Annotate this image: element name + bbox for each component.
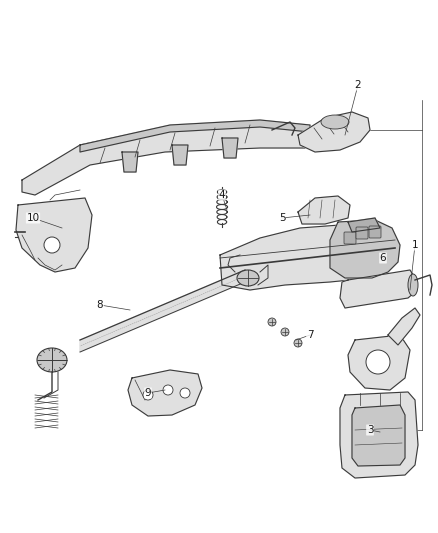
Ellipse shape (408, 274, 418, 296)
Polygon shape (348, 218, 380, 232)
Polygon shape (128, 370, 202, 416)
Text: 5: 5 (279, 213, 285, 223)
Polygon shape (122, 152, 138, 172)
Polygon shape (16, 198, 92, 272)
Circle shape (294, 339, 302, 347)
Polygon shape (388, 308, 420, 345)
Polygon shape (298, 196, 350, 224)
FancyBboxPatch shape (344, 232, 356, 244)
Text: 10: 10 (26, 213, 39, 223)
Text: 9: 9 (145, 388, 151, 398)
Polygon shape (22, 125, 310, 195)
Polygon shape (298, 112, 370, 152)
Circle shape (180, 388, 190, 398)
Text: 2: 2 (355, 80, 361, 90)
Circle shape (143, 390, 153, 400)
Text: 3: 3 (367, 425, 373, 435)
Polygon shape (80, 270, 245, 352)
Circle shape (44, 237, 60, 253)
Polygon shape (80, 120, 310, 152)
Circle shape (163, 385, 173, 395)
Text: 1: 1 (412, 240, 418, 250)
Text: 8: 8 (97, 300, 103, 310)
Ellipse shape (321, 115, 349, 129)
Circle shape (268, 318, 276, 326)
Ellipse shape (237, 270, 259, 286)
FancyBboxPatch shape (369, 226, 381, 238)
Polygon shape (340, 392, 418, 478)
Circle shape (366, 350, 390, 374)
Polygon shape (172, 145, 188, 165)
Polygon shape (340, 270, 415, 308)
Polygon shape (330, 220, 400, 278)
Text: 4: 4 (219, 190, 225, 200)
Text: 6: 6 (380, 253, 386, 263)
Circle shape (281, 328, 289, 336)
Polygon shape (222, 138, 238, 158)
Text: 7: 7 (307, 330, 313, 340)
FancyBboxPatch shape (356, 227, 368, 239)
Ellipse shape (37, 348, 67, 372)
Polygon shape (348, 335, 410, 390)
Polygon shape (220, 225, 395, 290)
Polygon shape (352, 405, 405, 466)
